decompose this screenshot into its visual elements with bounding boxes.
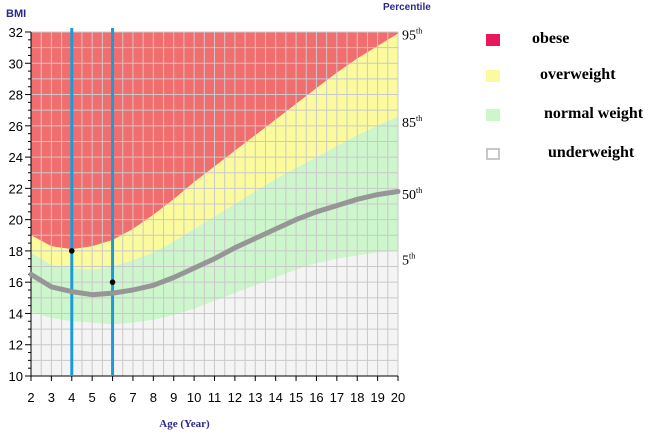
series-lines bbox=[28, 28, 401, 376]
x-tick-label: 2 bbox=[27, 390, 34, 405]
data-point-2 bbox=[109, 279, 116, 285]
x-tick-label: 12 bbox=[228, 390, 242, 405]
x-tick-label: 5 bbox=[89, 390, 96, 405]
y-tick-label: 26 bbox=[9, 119, 23, 134]
y-tick-label: 28 bbox=[9, 88, 23, 103]
legend-label-normal-weight: normal weight bbox=[544, 105, 644, 122]
x-tick-label: 9 bbox=[170, 390, 177, 405]
data-markers bbox=[68, 248, 116, 285]
y-tick-label: 20 bbox=[9, 213, 23, 228]
x-tick-label: 4 bbox=[68, 390, 75, 405]
y-tick-label: 30 bbox=[9, 56, 23, 71]
series-line-50th bbox=[28, 189, 401, 298]
x-tick-label: 19 bbox=[370, 390, 384, 405]
x-tick-label: 3 bbox=[48, 390, 55, 405]
percentile-label-5th: 5th bbox=[402, 252, 415, 269]
y-tick-label: 12 bbox=[9, 338, 23, 353]
y-axis-title: BMI bbox=[6, 8, 26, 20]
legend-label-obese: obese bbox=[532, 30, 570, 47]
axes bbox=[25, 31, 399, 381]
x-tick-label: 13 bbox=[248, 390, 262, 405]
x-tick-label: 6 bbox=[109, 390, 116, 405]
x-tick-label: 14 bbox=[268, 390, 282, 405]
legend-swatch-underweight bbox=[486, 148, 500, 160]
y-tick-label: 16 bbox=[9, 275, 23, 290]
legend-swatch-normal-weight bbox=[486, 109, 500, 121]
axis-labels: 10 12 14 16 18 20 22 24 26 28 30 32 2 3 4 5 6 7 8 9 10 11 12 13… bbox=[6, 2, 431, 430]
legend: obese overweight normal weight underweig… bbox=[470, 30, 655, 170]
x-tick-label: 16 bbox=[309, 390, 323, 405]
percentile-label-85th: 85th bbox=[402, 114, 422, 131]
data-point-1 bbox=[68, 248, 75, 254]
legend-swatch-overweight bbox=[486, 70, 500, 82]
legend-label-underweight: underweight bbox=[548, 144, 635, 161]
y-tick-label: 14 bbox=[9, 306, 23, 321]
x-tick-label: 20 bbox=[391, 390, 405, 405]
y-tick-label: 24 bbox=[9, 150, 23, 165]
percentile-label-50th: 50th bbox=[402, 186, 422, 203]
y-tick-label: 10 bbox=[9, 369, 23, 384]
x-tick-label: 7 bbox=[129, 390, 136, 405]
x-axis-title: Age (Year) bbox=[159, 418, 210, 430]
x-tick-label: 17 bbox=[330, 390, 344, 405]
legend-label-overweight: overweight bbox=[540, 66, 616, 83]
y-tick-label: 18 bbox=[9, 244, 23, 259]
percentile-label-95th: 95th bbox=[402, 27, 422, 44]
band-overweight bbox=[31, 33, 398, 270]
right-axis-title: Percentile bbox=[383, 2, 431, 13]
x-tick-label: 8 bbox=[150, 390, 157, 405]
x-tick-label: 18 bbox=[350, 390, 364, 405]
legend-swatch-obese bbox=[486, 34, 500, 46]
y-tick-label: 32 bbox=[9, 25, 23, 40]
x-tick-label: 10 bbox=[187, 390, 201, 405]
x-tick-label: 15 bbox=[289, 390, 303, 405]
x-tick-label: 11 bbox=[208, 390, 222, 405]
y-tick-label: 22 bbox=[9, 181, 23, 196]
